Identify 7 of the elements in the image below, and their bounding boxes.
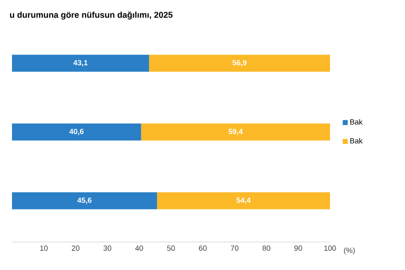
bar bbox=[149, 54, 330, 72]
bar bbox=[141, 124, 330, 141]
bar bbox=[12, 192, 158, 210]
bar bbox=[12, 124, 142, 141]
bar bbox=[12, 54, 150, 72]
chart-title: u durumuna göre nüfusun dağılımı, 2025 bbox=[10, 12, 173, 20]
bar bbox=[157, 192, 330, 210]
